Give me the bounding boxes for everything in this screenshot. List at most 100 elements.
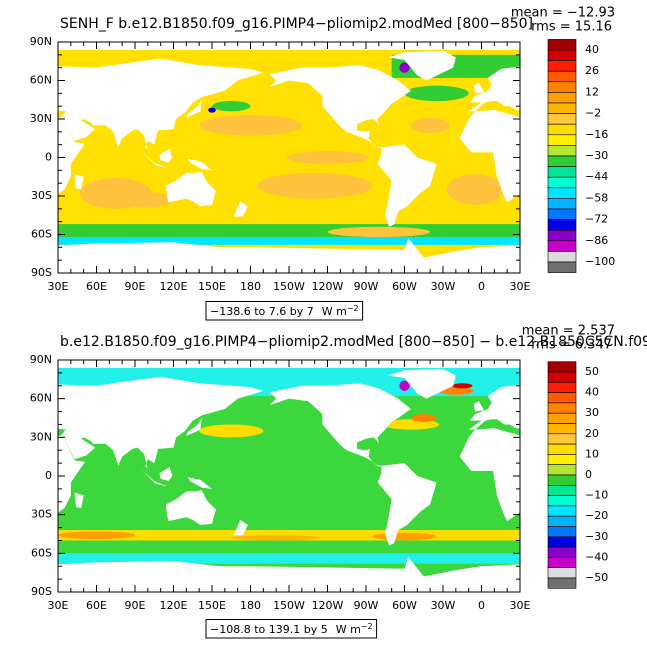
range-box (205, 301, 364, 321)
field (372, 532, 437, 541)
lon-label: 150E (198, 599, 226, 612)
colorbar-box (547, 240, 577, 252)
field (122, 192, 174, 208)
lon-label: 30E (48, 280, 69, 293)
mean-stat: mean = 2.537 (522, 324, 615, 339)
lon-label: 120W (312, 599, 344, 612)
range-note: −108.8 to 139.1 by 5 W m−2 (210, 622, 373, 637)
land (58, 58, 264, 157)
panel-title: b.e12.B1850.f09_g16.PIMP4−pliomip2.modMe… (60, 334, 647, 350)
colorbar-label: −30 (585, 530, 608, 543)
mean-stat: mean = −12.93 (511, 6, 615, 21)
colorbar-box (547, 567, 577, 579)
land (159, 148, 173, 163)
colorbar-label: −58 (585, 191, 608, 204)
land (58, 376, 264, 475)
colorbar-label: 0 (585, 468, 592, 481)
land (74, 492, 84, 509)
colorbar-label: −86 (585, 234, 608, 247)
colorbar-box (547, 102, 577, 114)
range-note: −138.6 to 7.6 by 7 W m−2 (210, 304, 359, 319)
lon-label: 0 (478, 280, 485, 293)
colorbar-box (547, 219, 577, 231)
colorbar-box (547, 464, 577, 476)
rms-stat: rms = 15.16 (531, 20, 612, 35)
colorbar-box (547, 515, 577, 527)
lat-label: 90N (30, 353, 52, 366)
field (451, 383, 473, 389)
land (165, 490, 216, 525)
lon-label: 90E (125, 280, 146, 293)
colorbar-box (547, 81, 577, 93)
land (537, 493, 546, 508)
lat-label: 60N (30, 392, 52, 405)
colorbar-label: −40 (585, 550, 608, 563)
colorbar-box (547, 208, 577, 220)
land (58, 435, 85, 513)
colorbar-label: −20 (585, 509, 608, 522)
lon-label: 90W (354, 280, 379, 293)
colorbar-box (547, 70, 577, 83)
lon-label: 120W (312, 280, 344, 293)
lon-label: 30W (431, 280, 456, 293)
lon-label: 30E (48, 599, 69, 612)
lon-label: 180 (240, 599, 261, 612)
colorbar-box (547, 526, 577, 538)
field (231, 535, 322, 541)
lon-label: 30E (510, 599, 531, 612)
field (199, 424, 264, 438)
colorbar-label: 12 (585, 85, 599, 98)
lat-label: 90N (30, 35, 52, 48)
land (165, 171, 216, 207)
land (387, 50, 456, 81)
land (621, 149, 634, 163)
lat-label: 0 (45, 151, 52, 164)
colorbar-box (547, 361, 577, 373)
colorbar-box (547, 92, 577, 104)
colorbar-box (547, 145, 577, 157)
field (208, 107, 216, 113)
colorbar-box (547, 474, 577, 486)
colorbar-box (547, 60, 577, 72)
land (58, 360, 251, 368)
field (250, 237, 520, 245)
land (58, 566, 251, 592)
colorbar-label: −30 (585, 149, 608, 162)
land (473, 401, 485, 412)
colorbar-box (547, 412, 577, 424)
field (58, 237, 251, 245)
field (404, 85, 469, 102)
land (377, 144, 437, 227)
lon-label: 150W (273, 280, 305, 293)
land (12, 83, 22, 93)
land (159, 466, 173, 482)
lon-label: 120E (160, 599, 188, 612)
colorbar-box (547, 113, 577, 125)
field (382, 419, 440, 430)
lon-label: 150E (198, 280, 226, 293)
land (468, 384, 520, 430)
colorbar-label: −2 (585, 107, 601, 120)
land (603, 470, 629, 487)
land (459, 110, 520, 203)
colorbar-box (547, 443, 577, 455)
land (269, 383, 411, 467)
colorbar-label: −72 (585, 213, 608, 226)
land (250, 238, 520, 273)
colorbar-box (547, 229, 577, 242)
land (233, 519, 248, 536)
land (459, 428, 520, 522)
units-exponent: −2 (347, 304, 359, 313)
colorbar-box (547, 39, 577, 51)
land (58, 117, 85, 194)
colorbar-box (547, 495, 577, 507)
colorbar-label: −16 (585, 128, 608, 141)
field (327, 226, 431, 238)
colorbar-box (547, 402, 577, 414)
colorbar-label: 40 (585, 43, 599, 56)
colorbar-box (547, 577, 577, 589)
field (256, 172, 373, 199)
colorbar-box (547, 187, 577, 199)
field (410, 117, 450, 134)
